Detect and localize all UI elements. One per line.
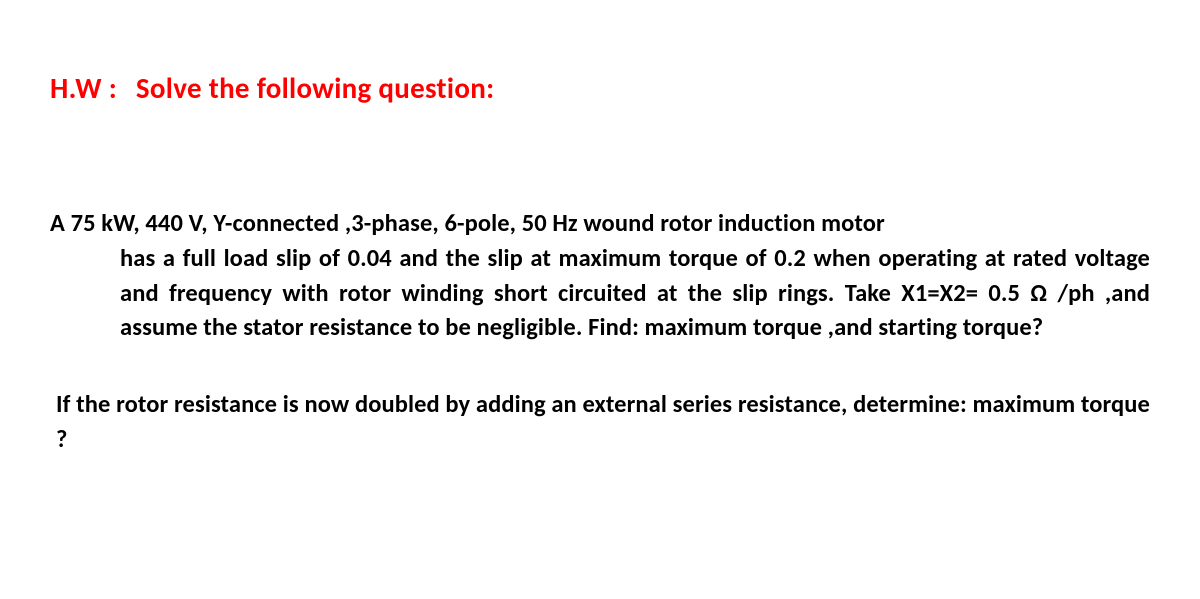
followup-text: If the rotor resistance is now doubled b…	[56, 389, 1150, 454]
problem-body: has a full load slip of 0.04 and the sli…	[50, 241, 1150, 345]
heading: H.W : Solve the following question:	[50, 70, 1150, 106]
followup-question: If the rotor resistance is now doubled b…	[50, 387, 1150, 457]
problem-first-line: A 75 kW, 440 V, Y-connected ,3-phase, 6-…	[50, 208, 885, 238]
heading-title: Solve the following question:	[136, 70, 495, 106]
problem-statement: A 75 kW, 440 V, Y-connected ,3-phase, 6-…	[50, 206, 1150, 345]
heading-label: H.W :	[50, 70, 117, 106]
